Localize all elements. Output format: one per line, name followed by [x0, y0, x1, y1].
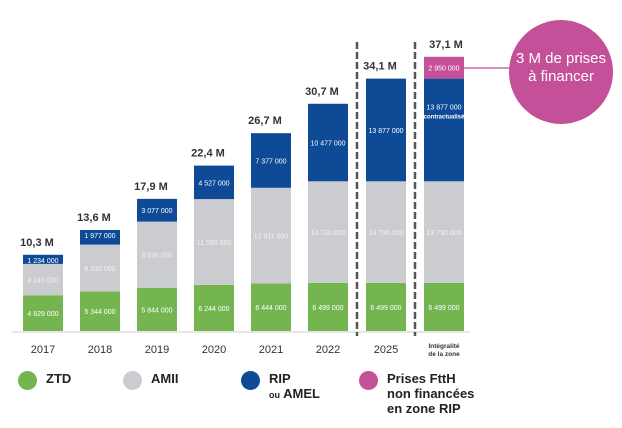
x-tick-label: 2020: [202, 344, 226, 356]
data-label: 3 077 000: [141, 208, 172, 215]
bar-segment-rip: [137, 198, 177, 222]
legend-line: ou AMEL: [269, 386, 320, 403]
amii-swatch: [123, 371, 142, 390]
bar-segment-rip: [251, 133, 291, 188]
data-label: 12 911 000: [254, 234, 289, 241]
data-label: 2 950 000: [428, 66, 459, 73]
bar-segment-ztd: [80, 291, 120, 331]
bar-segment-ztd: [251, 283, 291, 331]
rip-swatch: [241, 371, 260, 390]
bar-segment-amii: [366, 181, 406, 283]
callout-text: à financer: [528, 68, 594, 85]
bar-segment-ztd: [308, 282, 348, 331]
bar-segment-rip: [194, 165, 234, 200]
x-tick-label: Intégralité: [428, 343, 459, 350]
total-label: 13,6 M: [77, 212, 111, 224]
data-label: 10 477 000: [310, 141, 345, 148]
data-label: 13 730 000: [310, 230, 345, 237]
total-label: 26,7 M: [248, 115, 282, 127]
total-label: 22,4 M: [191, 148, 225, 160]
data-label: 13 730 000: [426, 230, 461, 237]
prises-swatch: [359, 371, 378, 390]
bar-segment-rip: [424, 78, 464, 182]
data-label: 6 499 000: [312, 305, 343, 312]
x-tick-label: de la zone: [428, 351, 460, 358]
bar-segment-amii: [251, 187, 291, 284]
data-label: 6 330 000: [84, 266, 115, 273]
legend-line-text: AMEL: [283, 386, 320, 401]
legend-item-rip: RIP ou AMEL: [241, 371, 320, 403]
bar-segment-amii: [80, 244, 120, 292]
bar-segment-amii: [308, 181, 348, 283]
bar-segment-amii: [23, 263, 63, 296]
legend-label: Prises FttH non financées en zone RIP: [387, 371, 474, 416]
data-label: 6 499 000: [370, 305, 401, 312]
bar-segment-amii: [137, 221, 177, 288]
bar-segment-ztd: [424, 282, 464, 331]
data-label: 13 877 000: [426, 104, 461, 111]
bar-segment-ztd: [366, 282, 406, 331]
contractualised-label: contractualisé: [424, 114, 465, 120]
bar-segment-prises: [424, 56, 464, 79]
data-label: 1 234 000: [27, 258, 58, 265]
legend-small: ou: [269, 390, 280, 400]
bar-segment-ztd: [137, 287, 177, 331]
bar-segment-rip: [80, 229, 120, 245]
data-label: 8 936 000: [141, 253, 172, 260]
legend-item-amii: AMII: [123, 371, 178, 390]
bar-segment-ztd: [23, 295, 63, 331]
total-label: 30,7 M: [305, 86, 339, 98]
legend-label: ZTD: [46, 371, 72, 386]
callout-circle: [509, 20, 613, 124]
ztd-swatch: [18, 371, 37, 390]
legend-line: non financées: [387, 386, 475, 401]
total-label: 34,1 M: [363, 61, 397, 73]
callout-text: 3 M de prises: [516, 50, 606, 67]
bar-segment-amii: [194, 199, 234, 285]
legend-label: AMII: [151, 371, 179, 386]
data-label: 4 527 000: [198, 180, 229, 187]
x-tick-label: 2017: [31, 344, 55, 356]
x-tick-label: 2021: [259, 344, 283, 356]
total-label: 10,3 M: [20, 237, 54, 249]
legend-line: en zone RIP: [387, 401, 461, 416]
legend-label: RIP ou AMEL: [269, 371, 320, 403]
legend-item-ztd: ZTD: [18, 371, 71, 390]
x-tick-label: 2018: [88, 344, 112, 356]
bar-segment-rip: [23, 254, 63, 264]
data-label: 4 240 000: [27, 278, 58, 285]
stacked-bar-chart: 4 829 000 4 240 000 1 234 000 10,3 M 2017 5 3…: [12, 20, 613, 358]
x-tick-label: 2022: [316, 344, 340, 356]
data-label: 6 244 000: [198, 306, 229, 313]
data-label: 13 877 000: [368, 128, 403, 135]
total-label: 17,9 M: [134, 181, 168, 193]
data-label: 5 344 000: [84, 309, 115, 316]
bar-segment-rip: [308, 103, 348, 182]
data-label: 6 499 000: [428, 305, 459, 312]
x-tick-label: 2019: [145, 344, 169, 356]
data-label: 11 580 000: [197, 240, 232, 247]
legend-line: Prises FttH: [387, 371, 456, 386]
x-tick-label: 2025: [374, 344, 398, 356]
data-label: 4 829 000: [27, 311, 58, 318]
data-label: 7 377 000: [255, 158, 286, 165]
bar-segment-rip: [366, 78, 406, 182]
total-label: 37,1 M: [429, 39, 463, 51]
data-label: 1 977 000: [84, 233, 115, 240]
data-label: 5 844 000: [141, 307, 172, 314]
data-label: 13 730 000: [368, 230, 403, 237]
bar-segment-amii: [424, 181, 464, 283]
legend-item-prises: Prises FttH non financées en zone RIP: [359, 371, 474, 416]
bar-segment-ztd: [194, 284, 234, 331]
legend-line: RIP: [269, 371, 291, 386]
data-label: 6 444 000: [255, 305, 286, 312]
